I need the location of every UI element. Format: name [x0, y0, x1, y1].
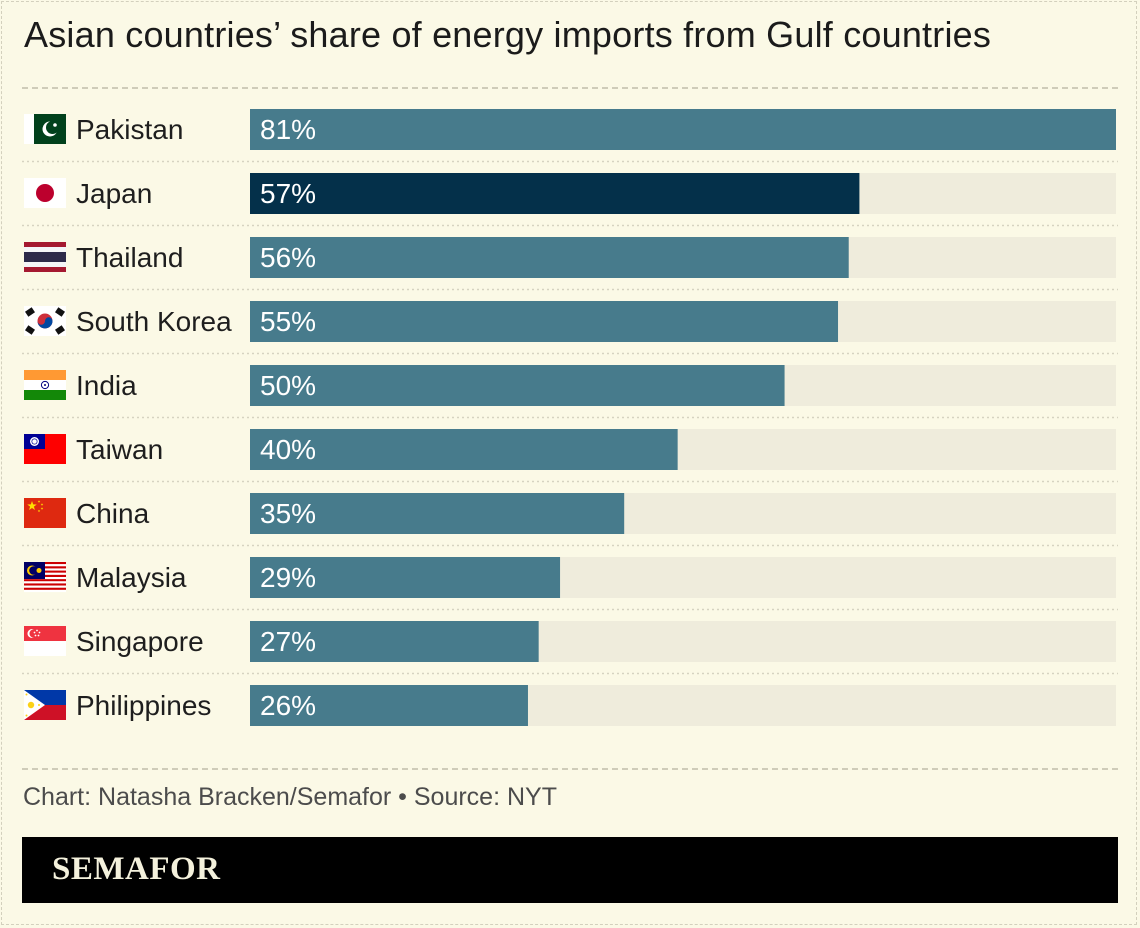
value-label-pakistan: 81%	[260, 114, 316, 145]
singapore-flag-icon	[24, 626, 66, 656]
value-label-taiwan: 40%	[260, 434, 316, 465]
category-label-taiwan: Taiwan	[76, 434, 163, 465]
bar-singapore	[250, 621, 539, 662]
category-label-india: India	[76, 370, 137, 401]
value-label-philippines: 26%	[260, 690, 316, 721]
category-label-thailand: Thailand	[76, 242, 183, 273]
china-flag-icon	[24, 498, 66, 528]
chart-title: Asian countries’ share of energy imports…	[24, 14, 992, 55]
value-label-singapore: 27%	[260, 626, 316, 657]
value-label-malaysia: 29%	[260, 562, 316, 593]
bar-japan	[250, 173, 860, 214]
bar-india	[250, 365, 785, 406]
japan-flag-icon	[24, 178, 66, 208]
bottom-divider	[22, 768, 1118, 770]
category-label-japan: Japan	[76, 178, 152, 209]
value-label-south-korea: 55%	[260, 306, 316, 337]
top-divider	[22, 87, 1118, 89]
pakistan-flag-icon	[24, 114, 66, 144]
semafor-logo: SEMAFOR	[52, 851, 221, 887]
malaysia-flag-icon	[24, 562, 66, 593]
bar-taiwan	[250, 429, 678, 470]
category-label-philippines: Philippines	[76, 690, 211, 721]
bar-pakistan	[250, 109, 1116, 150]
value-label-india: 50%	[260, 370, 316, 401]
value-label-china: 35%	[260, 498, 316, 529]
value-label-thailand: 56%	[260, 242, 316, 273]
bar-philippines	[250, 685, 528, 726]
value-label-japan: 57%	[260, 178, 316, 209]
chart-credit: Chart: Natasha Bracken/Semafor • Source:…	[23, 783, 557, 811]
thailand-flag-icon	[24, 242, 66, 272]
bar-chart: Pakistan 81% Japan 57% Thailand 56% South Kore…	[22, 109, 1118, 726]
india-flag-icon	[24, 370, 66, 400]
category-label-malaysia: Malaysia	[76, 562, 187, 593]
south-korea-flag-icon	[24, 306, 66, 336]
footer-bar: SEMAFOR	[22, 837, 1118, 903]
category-label-pakistan: Pakistan	[76, 114, 183, 145]
category-label-china: China	[76, 498, 150, 529]
bar-malaysia	[250, 557, 561, 598]
category-label-singapore: Singapore	[76, 626, 204, 657]
bar-south-korea	[250, 301, 839, 342]
taiwan-flag-icon	[24, 434, 66, 464]
category-label-south-korea: South Korea	[76, 306, 232, 337]
philippines-flag-icon	[24, 690, 66, 720]
bar-thailand	[250, 237, 849, 278]
bar-china	[250, 493, 625, 534]
